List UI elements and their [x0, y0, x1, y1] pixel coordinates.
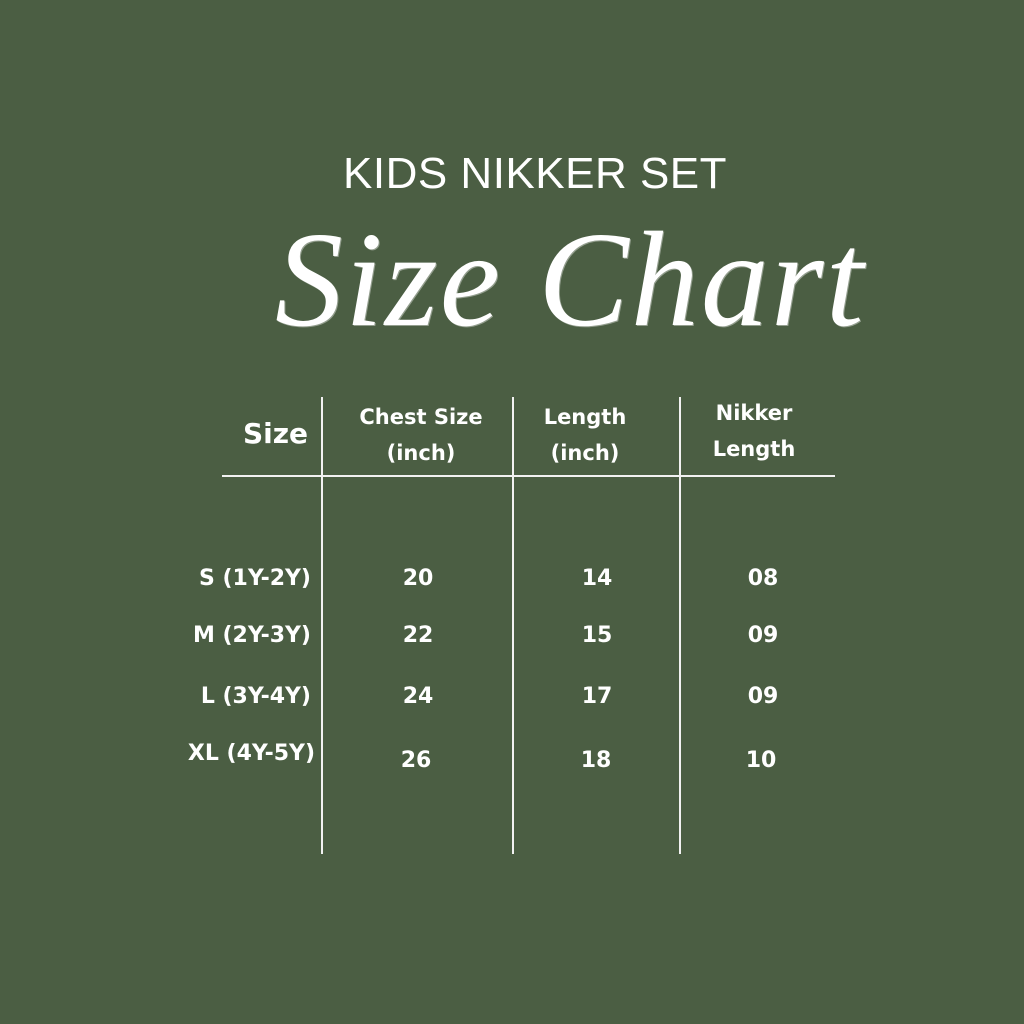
column-header-line: (inch) — [550, 441, 620, 465]
column-header-line: Length — [712, 437, 796, 461]
column-divider — [679, 397, 681, 854]
nikker-value: 08 — [747, 566, 779, 591]
column-header-size: Size — [242, 417, 308, 450]
chest-value: 20 — [402, 566, 434, 591]
chest-value: 26 — [400, 748, 432, 773]
column-header-nikker: Nikker Length — [664, 395, 844, 467]
column-header-line: Nikker — [715, 401, 793, 425]
page-title: Size Chart — [275, 205, 866, 355]
length-value: 18 — [580, 748, 612, 773]
column-header-length: Length (inch) — [495, 399, 675, 471]
header-divider — [222, 475, 835, 477]
column-header-line: Length — [543, 405, 627, 429]
size-label: S (1Y-2Y) — [199, 566, 311, 591]
column-divider — [512, 397, 514, 854]
subtitle: KIDS NIKKER SET — [343, 149, 728, 198]
chest-value: 22 — [402, 623, 434, 648]
column-header-line: (inch) — [386, 441, 456, 465]
size-label: M (2Y-3Y) — [192, 623, 311, 648]
column-divider — [321, 397, 323, 854]
chest-value: 24 — [402, 684, 434, 709]
size-label: L (3Y-4Y) — [200, 684, 311, 709]
length-value: 15 — [581, 623, 613, 648]
nikker-value: 09 — [747, 623, 779, 648]
length-value: 17 — [581, 684, 613, 709]
length-value: 14 — [581, 566, 613, 591]
size-label: XL (4Y-5Y) — [187, 741, 315, 766]
nikker-value: 10 — [745, 748, 777, 773]
column-header-line: Chest Size — [359, 405, 483, 429]
column-header-chest: Chest Size (inch) — [331, 399, 511, 471]
nikker-value: 09 — [747, 684, 779, 709]
